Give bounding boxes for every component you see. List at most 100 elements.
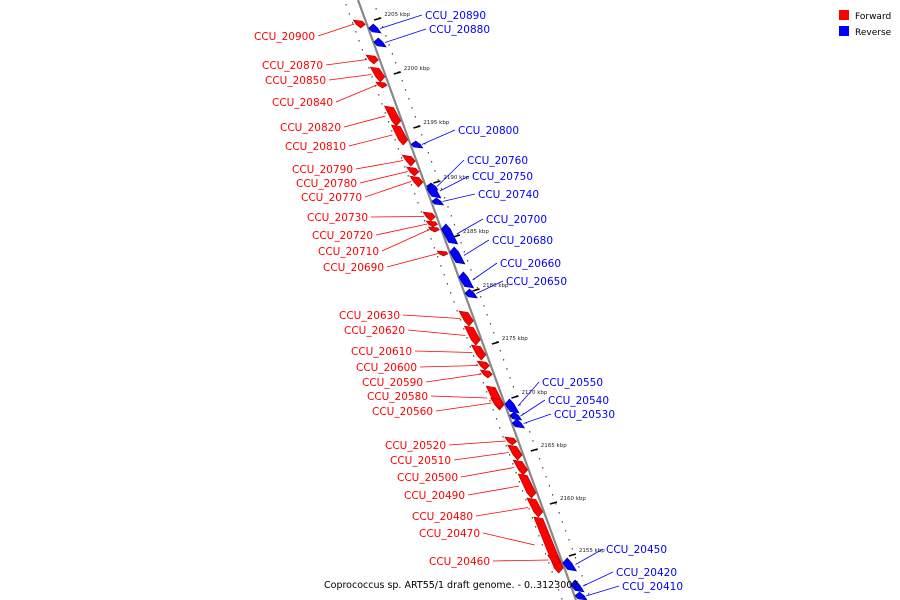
gene-arrow[interactable] [427,226,440,233]
gene-label[interactable]: CCU_20810 [285,141,346,153]
gene-arrow[interactable] [383,105,402,127]
gene-arrow[interactable] [436,250,449,257]
track-dot [482,382,484,384]
gene-label[interactable]: CCU_20480 [412,511,473,523]
gene-label[interactable]: CCU_20690 [323,262,384,274]
gene-arrow[interactable] [463,325,481,346]
gene-label[interactable]: CCU_20470 [419,528,480,540]
gene-label[interactable]: CCU_20540 [548,395,609,407]
gene-arrow[interactable] [562,557,578,572]
gene-arrow[interactable] [485,385,505,411]
gene-label[interactable]: CCU_20460 [429,556,490,568]
gene-label[interactable]: CCU_20730 [307,212,368,224]
gene-arrow[interactable] [441,223,459,245]
gene-arrow[interactable] [570,579,585,593]
gene-label[interactable]: CCU_20720 [312,230,373,242]
gene-label[interactable]: CCU_20750 [472,171,533,183]
gene-label[interactable]: CCU_20900 [254,31,315,43]
gene-arrow[interactable] [504,436,518,446]
gene-arrow[interactable] [365,54,379,65]
gene-label[interactable]: CCU_20650 [506,276,567,288]
track-dot [529,431,531,433]
gene-arrow[interactable] [464,288,478,299]
scale-tick-mark [568,553,577,557]
track-dot [410,184,413,186]
gene-label[interactable]: CCU_20590 [362,377,423,389]
scale-tick-mark [373,17,382,21]
gene-label[interactable]: CCU_20560 [372,406,433,418]
track-dot [424,143,426,145]
gene-arrow[interactable] [390,124,409,146]
gene-label[interactable]: CCU_20420 [616,567,677,579]
track-dot [518,481,520,483]
gene-arrow[interactable] [574,591,588,600]
gene-label[interactable]: CCU_20520 [385,440,446,452]
gene-arrow[interactable] [426,183,442,199]
gene-arrow[interactable] [401,154,416,167]
gene-label[interactable]: CCU_20790 [292,164,353,176]
gene-label[interactable]: CCU_20600 [356,362,417,374]
gene-leader-line [585,585,620,597]
gene-label[interactable]: CCU_20740 [478,189,539,201]
gene-arrow[interactable] [489,397,504,409]
gene-label[interactable]: CCU_20450 [606,544,667,556]
gene-arrow[interactable] [458,310,474,327]
gene-label[interactable]: CCU_20710 [318,246,379,258]
gene-label[interactable]: CCU_20880 [429,24,490,36]
gene-arrow[interactable] [368,23,382,34]
gene-arrow[interactable] [517,473,537,499]
gene-label[interactable]: CCU_20660 [500,258,561,270]
gene-label[interactable]: CCU_20870 [262,60,323,72]
gene-arrow[interactable] [509,411,523,421]
gene-arrow[interactable] [526,497,544,518]
gene-leader-line [435,402,492,412]
track-dot [531,517,533,519]
gene-label[interactable]: CCU_20700 [486,214,547,226]
gene-arrow[interactable] [470,344,487,361]
gene-arrow[interactable] [375,81,388,89]
gene-arrow[interactable] [507,444,523,461]
gene-label[interactable]: CCU_20820 [280,122,341,134]
gene-label[interactable]: CCU_20770 [301,192,362,204]
gene-arrow[interactable] [431,197,445,206]
track-dot [489,323,492,325]
gene-label[interactable]: CCU_20760 [467,155,528,167]
gene-arrow[interactable] [425,220,438,228]
gene-label[interactable]: CCU_20890 [425,10,486,22]
gene-arrow[interactable] [422,211,436,222]
gene-arrow[interactable] [373,37,387,48]
gene-label[interactable]: CCU_20510 [390,455,451,467]
gene-label[interactable]: CCU_20530 [554,409,615,421]
gene-label[interactable]: CCU_20500 [397,472,458,484]
gene-arrow[interactable] [458,271,475,289]
gene-arrow[interactable] [352,19,366,29]
gene-arrow[interactable] [512,459,528,476]
gene-arrow[interactable] [409,175,424,188]
gene-arrow[interactable] [449,246,466,265]
gene-label[interactable]: CCU_20800 [458,125,519,137]
gene-label[interactable]: CCU_20780 [296,178,357,190]
gene-arrow[interactable] [511,418,526,429]
track-dot [509,377,511,379]
gene-arrow[interactable] [476,360,490,371]
gene-arrow[interactable] [546,554,561,566]
gene-label[interactable]: CCU_20610 [351,346,412,358]
gene-label[interactable]: CCU_20550 [542,377,603,389]
gene-arrow[interactable] [369,66,386,83]
track-dot [345,4,347,6]
gene-label[interactable]: CCU_20410 [622,581,683,593]
gene-arrow[interactable] [406,166,420,177]
gene-label[interactable]: CCU_20630 [339,310,400,322]
track-dot [430,238,432,240]
track-dot [352,22,354,24]
scale-tick-mark [491,341,500,345]
gene-label[interactable]: CCU_20840 [272,97,333,109]
gene-label[interactable]: CCU_20580 [367,391,428,403]
gene-arrow[interactable] [410,140,424,149]
gene-label[interactable]: CCU_20680 [492,235,553,247]
gene-arrow[interactable] [479,369,493,379]
gene-label[interactable]: CCU_20850 [265,75,326,87]
gene-label[interactable]: CCU_20490 [404,490,465,502]
gene-label[interactable]: CCU_20620 [344,325,405,337]
gene-leader-line [317,23,355,37]
